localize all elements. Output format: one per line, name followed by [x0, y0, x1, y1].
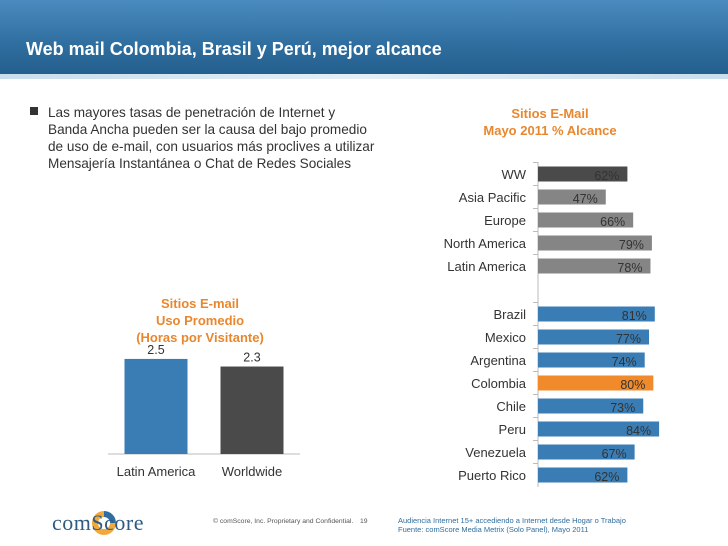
right-chart-category-label: WW — [501, 167, 526, 182]
right-chart-category-label: Peru — [499, 422, 526, 437]
bullet-line: Mensajería Instantánea o Chat de Redes S… — [48, 156, 352, 171]
right-chart-value-label: 74% — [612, 355, 637, 369]
right-chart-bar — [538, 189, 606, 205]
page-number: 19 — [360, 518, 368, 525]
right-chart-value-label: 79% — [619, 238, 644, 252]
right-chart-bar — [538, 166, 628, 182]
left-chart-bar — [220, 366, 284, 454]
right-chart-category-label: Europe — [484, 213, 526, 228]
right-chart-category-label: Argentina — [470, 353, 526, 368]
right-chart-category-label: Venezuela — [465, 445, 526, 460]
right-chart-bar — [538, 306, 655, 322]
right-chart-bar — [538, 235, 652, 251]
right-chart-value-label: 67% — [602, 447, 627, 461]
left-chart-category-label: Latin America — [117, 464, 197, 479]
right-chart-value-label: 80% — [620, 378, 645, 392]
right-chart-value-label: 62% — [594, 470, 619, 484]
left-chart-value-label: 2.5 — [147, 343, 164, 357]
right-chart-bar — [538, 352, 645, 368]
right-chart-bar — [538, 421, 660, 437]
right-chart-category-label: Puerto Rico — [458, 468, 526, 483]
right-chart-value-label: 77% — [616, 332, 641, 346]
right-chart-category-label: Asia Pacific — [459, 190, 527, 205]
right-chart-bar — [538, 258, 651, 274]
right-chart-category-label: North America — [444, 236, 527, 251]
bullet-line: Banda Ancha pueden ser la causa del bajo… — [48, 122, 367, 137]
right-chart-value-label: 81% — [622, 309, 647, 323]
left-chart-title-line: Uso Promedio — [155, 313, 245, 328]
right-chart-category-label: Chile — [496, 399, 526, 414]
comscore-logo-text: comScore — [52, 510, 144, 535]
right-chart-bar — [538, 444, 635, 460]
right-chart-category-label: Mexico — [485, 330, 526, 345]
right-chart-bar — [538, 467, 628, 483]
left-chart-category-label: Worldwide — [222, 464, 282, 479]
bullet-line: Las mayores tasas de penetración de Inte… — [48, 105, 336, 120]
left-chart-title-line: (Horas por Visitante) — [136, 330, 264, 345]
right-chart-bar — [538, 329, 650, 345]
right-chart-bar — [538, 398, 644, 414]
slide-header — [0, 0, 728, 74]
right-chart-title-line: Sitios E-Mail — [511, 106, 589, 121]
bullet-icon — [30, 107, 38, 115]
right-chart-value-label: 73% — [610, 401, 635, 415]
right-chart-value-label: 47% — [573, 192, 598, 206]
source-line: Fuente: comScore Media Metrix (Solo Pane… — [398, 525, 589, 534]
comscore-logo-icon — [92, 511, 116, 535]
slide-title: Web mail Colombia, Brasil y Perú, mejor … — [26, 39, 442, 59]
bullet-line: de uso de e-mail, con usuarios más procl… — [48, 139, 375, 154]
right-chart-value-label: 62% — [594, 169, 619, 183]
bullet-text: Las mayores tasas de penetración de Inte… — [48, 104, 408, 172]
right-chart-category-label: Latin America — [447, 259, 527, 274]
left-chart-value-label: 2.3 — [243, 351, 260, 365]
right-chart-bar — [538, 212, 634, 228]
source-note: Audiencia Internet 15+ accediendo a Inte… — [398, 516, 626, 534]
right-chart-value-label: 78% — [617, 261, 642, 275]
right-chart-bar — [538, 375, 654, 391]
right-chart-title: Sitios E-Mail Mayo 2011 % Alcance — [450, 105, 650, 139]
left-chart-title: Sitios E-mail Uso Promedio (Horas por Vi… — [100, 295, 300, 346]
right-chart-category-label: Colombia — [471, 376, 527, 391]
left-chart-title-line: Sitios E-mail — [160, 296, 240, 311]
right-chart-category-label: Brazil — [493, 307, 526, 322]
header-strip — [0, 74, 728, 79]
right-chart-value-label: 84% — [626, 424, 651, 438]
confidential-notice: © comScore, Inc. Proprietary and Confide… — [213, 518, 354, 525]
source-line: Audiencia Internet 15+ accediendo a Inte… — [398, 516, 626, 525]
right-chart-title-line: Mayo 2011 % Alcance — [483, 123, 617, 138]
left-chart-bar — [124, 358, 188, 454]
right-chart-value-label: 66% — [600, 215, 625, 229]
